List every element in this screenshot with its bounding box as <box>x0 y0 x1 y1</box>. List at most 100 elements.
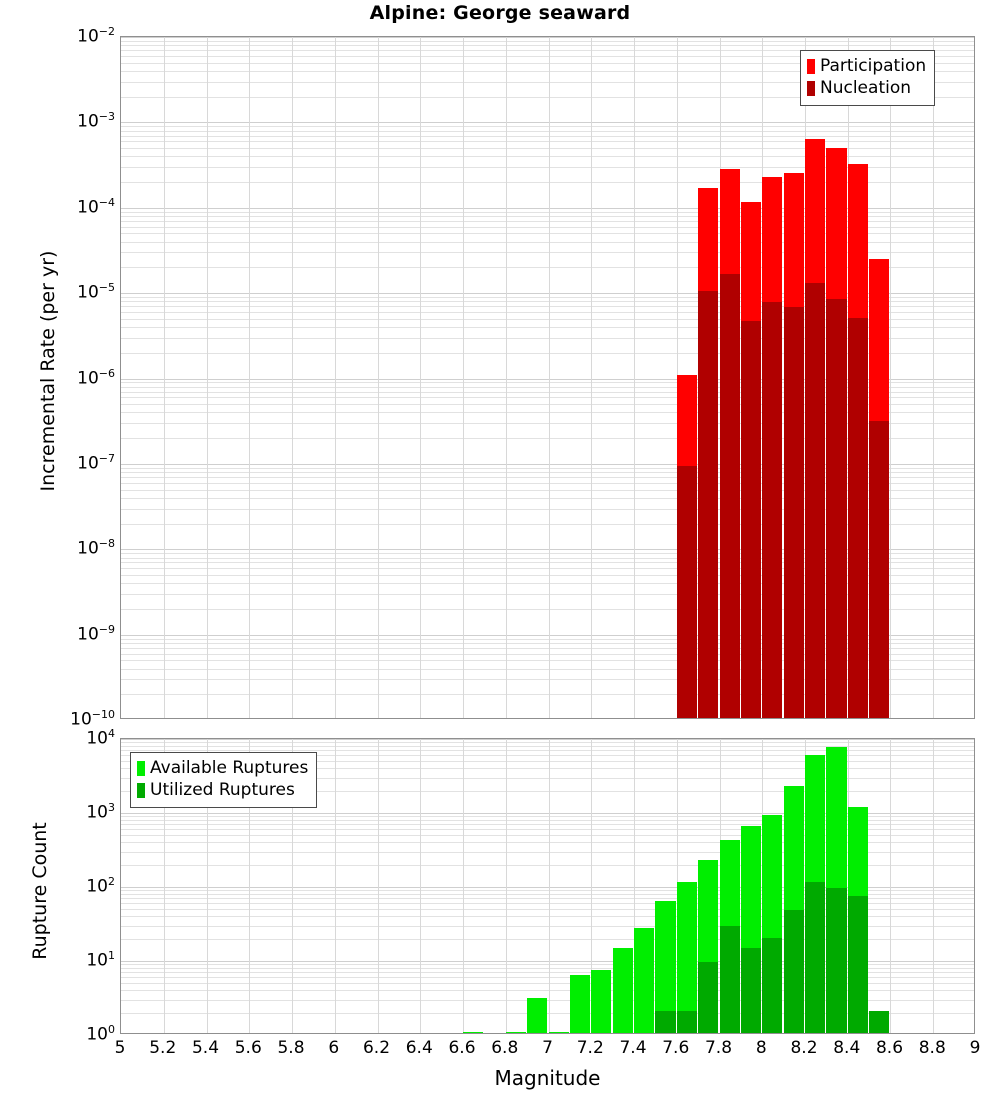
gridline-horizontal <box>121 609 974 610</box>
x-axis-tick-label: 8.6 <box>875 1038 904 1058</box>
y-axis-label-bottom: Rupture Count <box>29 822 51 960</box>
grid-bottom <box>121 739 974 1033</box>
bar-inner <box>847 318 868 718</box>
x-axis-tick-label: 9 <box>969 1038 981 1058</box>
gridline-vertical <box>378 739 379 1033</box>
gridline-horizontal <box>121 964 974 965</box>
x-axis-tick-label: 8.8 <box>918 1038 946 1058</box>
gridline-vertical <box>420 37 421 718</box>
gridline-horizontal <box>121 306 974 307</box>
gridline-horizontal <box>121 221 974 222</box>
bar <box>740 202 762 718</box>
gridline-horizontal <box>121 212 974 213</box>
bar <box>805 754 826 1033</box>
y-axis-tick-label: 10−10 <box>70 708 115 730</box>
gridline-horizontal <box>121 464 974 465</box>
y-axis-tick-label: 103 <box>86 801 115 823</box>
page-title: Alpine: George seaward <box>369 2 631 24</box>
gridline-vertical <box>506 37 507 718</box>
gridline-vertical <box>292 739 293 1033</box>
gridline-horizontal <box>121 404 974 405</box>
gridline-horizontal <box>121 233 974 234</box>
gridline-horizontal <box>121 654 974 655</box>
gridline-horizontal <box>121 483 974 484</box>
gridline-horizontal <box>121 553 974 554</box>
bar-inner <box>826 888 847 1033</box>
gridline-horizontal <box>121 327 974 328</box>
bar <box>698 188 719 718</box>
gridline-horizontal <box>121 679 974 680</box>
gridline-vertical <box>634 739 635 1033</box>
legend-swatch-participation <box>807 58 815 74</box>
gridline-vertical <box>335 37 336 718</box>
gridline-horizontal <box>121 126 974 127</box>
bar-inner <box>740 948 762 1033</box>
gridline-horizontal <box>121 865 974 866</box>
gridline-vertical <box>420 739 421 1033</box>
gridline-horizontal <box>121 961 974 962</box>
y-axis-tick-label: 10−6 <box>77 366 115 389</box>
x-axis-tick-label: 8.2 <box>790 1038 818 1058</box>
gridline-horizontal <box>121 926 974 927</box>
y-axis-label-top: Incremental Rate (per yr) <box>37 250 59 492</box>
gridline-horizontal <box>121 977 974 978</box>
gridline-horizontal <box>121 301 974 302</box>
gridline-vertical <box>890 739 891 1033</box>
gridline-horizontal <box>121 477 974 478</box>
legend-item-nucleation: Nucleation <box>807 77 926 99</box>
gridline-horizontal <box>121 63 974 64</box>
x-axis-tick-label: 8 <box>755 1038 767 1058</box>
bar-inner <box>655 1010 676 1033</box>
bar-inner <box>826 299 847 718</box>
gridline-horizontal <box>121 694 974 695</box>
gridline-horizontal <box>121 909 974 910</box>
legend-label-nucleation: Nucleation <box>820 78 912 99</box>
gridline-horizontal <box>121 639 974 640</box>
bar <box>869 1010 890 1033</box>
gridline-vertical <box>634 37 635 718</box>
x-axis-tick-label: 6.6 <box>448 1038 476 1058</box>
gridline-horizontal <box>121 829 974 830</box>
bar-inner <box>869 1010 890 1033</box>
bar <box>527 997 548 1033</box>
legend-label-available-ruptures: Available Ruptures <box>150 758 309 778</box>
bar <box>612 948 633 1033</box>
gridline-horizontal <box>121 182 974 183</box>
gridline-horizontal <box>121 778 974 779</box>
legend-item-utilized-ruptures: Utilized Ruptures <box>137 779 308 801</box>
bar <box>463 1032 484 1033</box>
legend-swatch-available-ruptures <box>137 760 145 776</box>
bar-inner <box>847 895 868 1033</box>
gridline-horizontal <box>121 903 974 904</box>
bar <box>591 970 612 1033</box>
bar <box>740 825 762 1033</box>
gridline-vertical <box>164 37 165 718</box>
gridline-horizontal <box>121 524 974 525</box>
y-axis-tick-label: 104 <box>86 727 115 749</box>
y-axis-ticks-bottom: 104 103 102 101 100 <box>55 728 115 1043</box>
y-axis-tick-label: 10−4 <box>77 195 115 218</box>
x-axis-tick-label: 5.4 <box>191 1038 220 1058</box>
bar <box>762 815 783 1033</box>
gridline-horizontal <box>121 742 974 743</box>
gridline-horizontal <box>121 746 974 747</box>
bar <box>505 1032 526 1033</box>
gridline-horizontal <box>121 353 974 354</box>
gridline-horizontal <box>121 252 974 253</box>
bar-inner <box>740 320 762 718</box>
gridline-horizontal <box>121 312 974 313</box>
gridline-horizontal <box>121 669 974 670</box>
gridline-horizontal <box>121 379 974 380</box>
bars-top <box>121 37 974 718</box>
gridline-horizontal <box>121 575 974 576</box>
gridline-horizontal <box>121 820 974 821</box>
gridline-vertical <box>292 37 293 718</box>
bar <box>847 163 868 718</box>
gridline-horizontal <box>121 131 974 132</box>
bar-inner <box>762 938 783 1033</box>
gridline-horizontal <box>121 549 974 550</box>
gridline-horizontal <box>121 972 974 973</box>
bar-inner <box>805 282 826 718</box>
gridline-horizontal <box>121 835 974 836</box>
